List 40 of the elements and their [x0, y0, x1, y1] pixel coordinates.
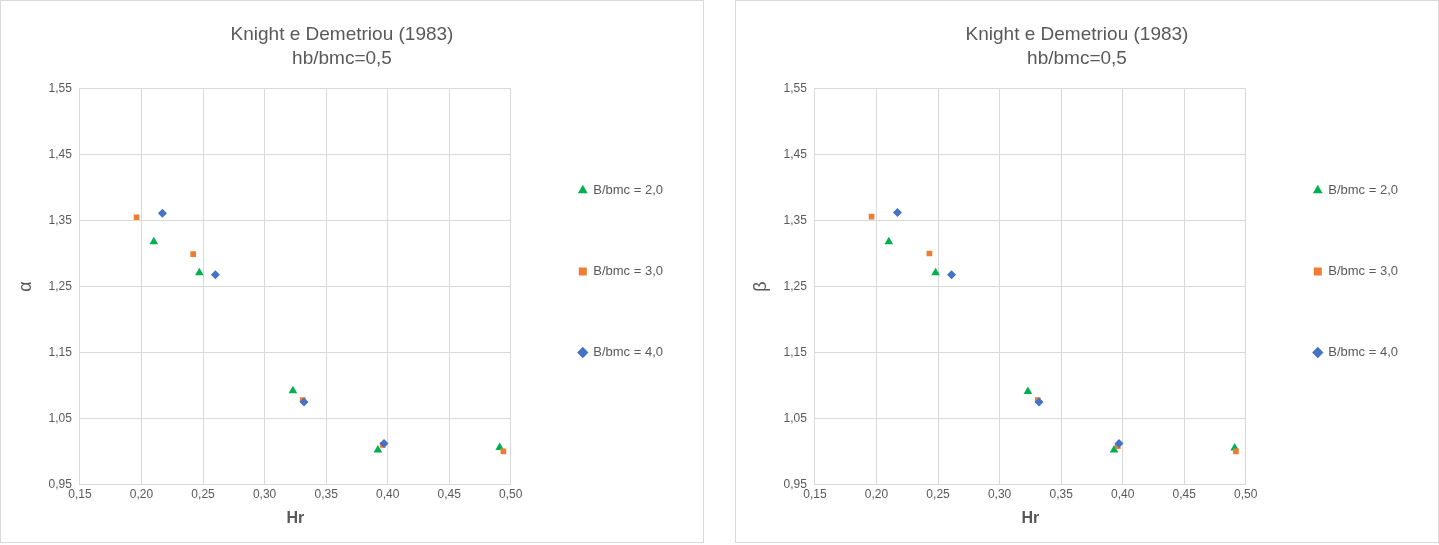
x-tick-label: 0,45 [1172, 486, 1197, 501]
legend-label: B/bmc = 2,0 [593, 182, 664, 198]
y-tick-label: 1,35 [48, 212, 73, 227]
y-tick-label: 1,35 [783, 212, 808, 227]
chart-subtitle: hb/bmc=0,5 [292, 47, 392, 69]
y-tick-label: 1,25 [48, 278, 73, 293]
x-tick-label: 0,40 [1111, 486, 1135, 501]
x-tick-label: 0,45 [437, 486, 462, 501]
legend-label: B/bmc = 2,0 [1328, 182, 1399, 198]
x-tick-label: 0,20 [129, 486, 154, 501]
chart-title: Knight e Demetriou (1983) [230, 22, 454, 44]
y-tick-label: 1,15 [48, 344, 73, 359]
x-tick-label: 0,50 [499, 486, 523, 501]
y-tick-label: 1,55 [783, 80, 808, 95]
x-tick-label: 0,25 [191, 486, 216, 501]
legend-label: B/bmc = 3,0 [593, 263, 664, 279]
x-tick-label: 0,20 [864, 486, 889, 501]
x-tick-label: 0,40 [376, 486, 400, 501]
chart-title: Knight e Demetriou (1983) [965, 22, 1189, 44]
legend-label: B/bmc = 4,0 [1328, 344, 1399, 360]
y-axis-title: β [749, 281, 770, 292]
y-tick-label: 1,45 [783, 146, 808, 161]
x-tick-label: 0,30 [987, 486, 1012, 501]
y-tick-label: 1,05 [783, 410, 808, 425]
chart-subtitle: hb/bmc=0,5 [1027, 47, 1127, 69]
y-tick-label: 1,25 [783, 278, 808, 293]
x-tick-label: 0,35 [1049, 486, 1074, 501]
legend-label: B/bmc = 4,0 [593, 344, 664, 360]
legend-label: B/bmc = 3,0 [1328, 263, 1399, 279]
y-tick-label: 1,55 [48, 80, 73, 95]
y-tick-label: 1,05 [48, 410, 73, 425]
x-tick-label: 0,30 [252, 486, 277, 501]
y-tick-label: 1,15 [783, 344, 808, 359]
x-axis-title: Hr [1021, 508, 1040, 526]
x-axis-title: Hr [286, 508, 305, 526]
y-axis-title: α [14, 281, 35, 292]
y-tick-label: 1,45 [48, 146, 73, 161]
x-tick-label: 0,50 [1234, 486, 1258, 501]
x-tick-label: 0,35 [314, 486, 339, 501]
x-tick-label: 0,25 [926, 486, 951, 501]
